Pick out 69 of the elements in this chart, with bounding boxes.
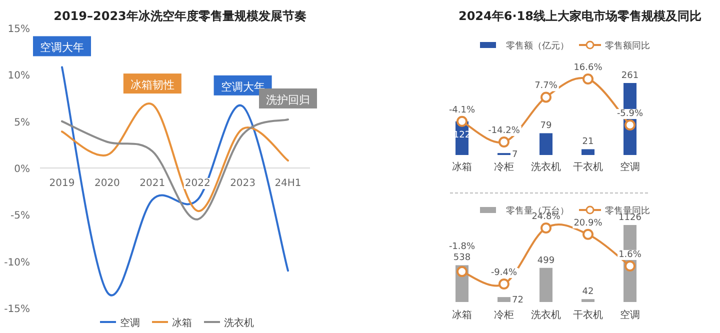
legend-label: 零售额（亿元）: [506, 40, 569, 52]
x-tick-label: 2021: [140, 178, 166, 189]
data-label: 1.6%: [618, 250, 642, 260]
x-tick-label: 洗衣机: [531, 309, 561, 321]
bar: [540, 268, 552, 302]
data-label: 79: [540, 121, 552, 132]
y-tick-label: 10%: [8, 70, 30, 82]
data-label: -9.4%: [490, 268, 518, 278]
y-tick-label: 0%: [14, 164, 30, 175]
annotation: 洗护回归: [266, 93, 310, 106]
point: [624, 260, 636, 272]
annotation: 空调大年: [40, 41, 84, 54]
y-tick-label: 5%: [14, 117, 30, 128]
data-label: -1.8%: [448, 242, 476, 252]
annotation: 冰箱韧性: [123, 74, 182, 94]
bar: [582, 149, 594, 155]
data-label: 7.7%: [534, 81, 558, 92]
data-label: 7: [512, 150, 518, 160]
legend-label: 冰箱: [172, 317, 192, 329]
x-tick-label: 冷柜: [494, 309, 514, 321]
x-tick-label: 2020: [94, 178, 120, 189]
y-tick-label: -15%: [4, 304, 30, 315]
x-tick-label: 2019: [49, 178, 75, 189]
point: [456, 266, 468, 278]
data-label: -4.1%: [448, 105, 476, 116]
x-tick-label: 24H1: [274, 178, 302, 189]
y-tick-label: 15%: [8, 24, 30, 35]
x-tick-label: 冰箱: [452, 309, 472, 321]
bar: [582, 299, 594, 302]
data-label: 21: [582, 137, 594, 148]
data-label: -14.2%: [488, 126, 520, 136]
data-label: 499: [537, 256, 555, 266]
y-tick-label: -10%: [4, 257, 30, 268]
data-label: 1126: [618, 213, 642, 223]
legend-label: 零售额同比: [605, 40, 650, 52]
bar: [540, 133, 552, 155]
point: [624, 120, 636, 131]
point: [498, 136, 510, 148]
legend-label: 空调: [120, 317, 140, 329]
data-label: 538: [453, 253, 471, 264]
annotation: 洗护回归: [259, 88, 317, 108]
data-label: 16.6%: [574, 63, 603, 73]
point: [582, 74, 594, 84]
point: [540, 92, 552, 103]
point: [582, 228, 594, 240]
x-tick-label: 干衣机: [573, 309, 603, 321]
x-tick-label: 冰箱: [452, 161, 472, 173]
x-tick-label: 冷柜: [494, 161, 514, 173]
annotation: 空调大年: [33, 36, 91, 56]
chart-title: 2019–2023年冰洗空年度零售量规模发展节奏: [54, 9, 306, 23]
x-tick-label: 干衣机: [573, 161, 603, 173]
x-tick-label: 空调: [620, 309, 640, 321]
data-label: 42: [582, 287, 594, 298]
point: [498, 278, 510, 290]
x-tick-label: 洗衣机: [531, 161, 561, 173]
point: [456, 116, 468, 127]
data-label: 261: [621, 71, 639, 81]
annotation: 冰箱韧性: [130, 78, 174, 92]
data-label: 20.9%: [574, 218, 603, 228]
y-tick-label: -5%: [10, 210, 30, 222]
bar: [498, 297, 510, 302]
x-tick-label: 2022: [184, 178, 210, 189]
x-tick-label: 2023: [230, 178, 256, 189]
point: [540, 222, 552, 234]
x-tick-label: 空调: [620, 161, 640, 173]
legend-label: 洗衣机: [224, 317, 254, 329]
data-label: 72: [512, 296, 524, 306]
data-label: -5.9%: [616, 109, 644, 120]
chart-title: 2024年6·18线上大家电市场零售规模及同比: [458, 9, 702, 23]
